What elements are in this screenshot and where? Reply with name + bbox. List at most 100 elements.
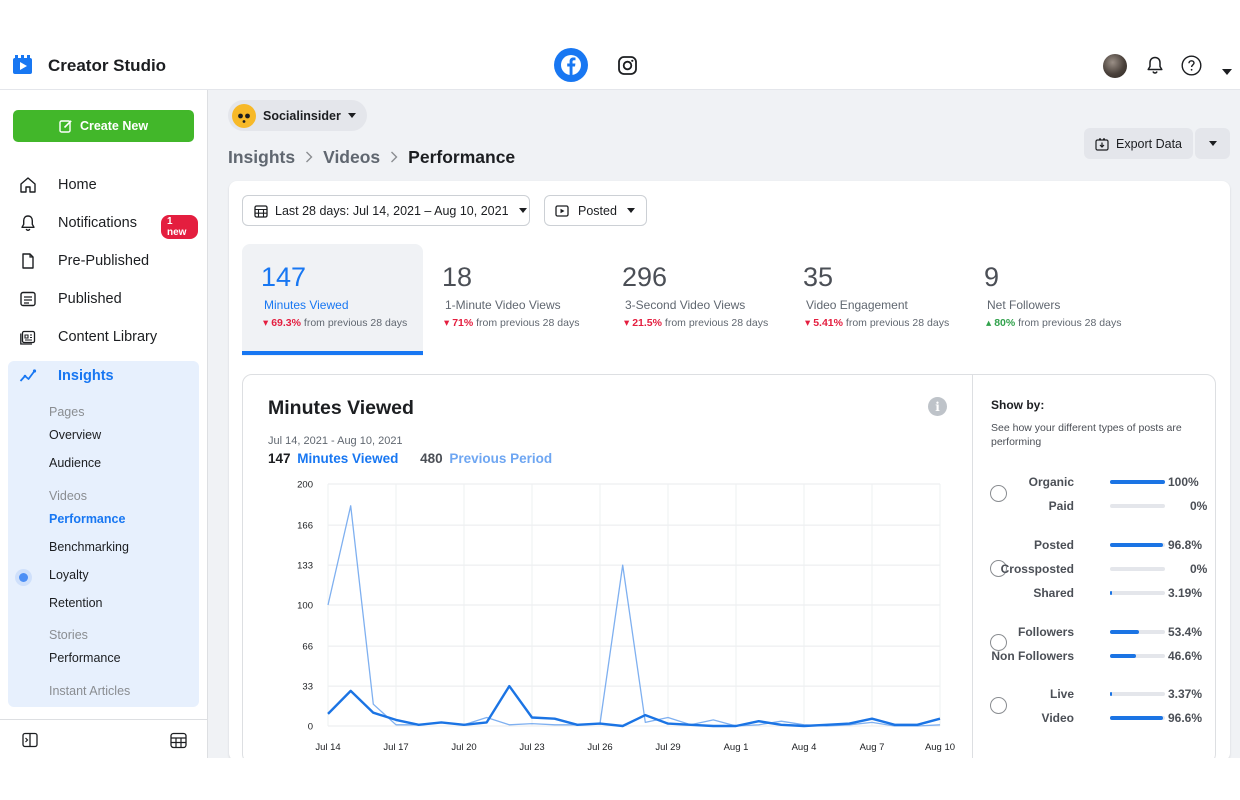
- show-by-radio-posted-crossposted-shared[interactable]: [990, 560, 1007, 577]
- show-by-radio-live-video[interactable]: [990, 697, 1007, 714]
- subnav-item-stories-performance[interactable]: Performance: [49, 651, 121, 665]
- metric-tab-3-second-video-views[interactable]: 296 3-Second Video Views ▾ 21.5% from pr…: [603, 244, 783, 356]
- page-selector[interactable]: Socialinsider: [228, 100, 367, 131]
- metric-value: 296: [622, 262, 668, 292]
- caret-down-icon[interactable]: [1222, 62, 1232, 80]
- show-by-row-pct: 3.19%: [1168, 586, 1203, 600]
- info-icon[interactable]: i: [928, 397, 947, 416]
- sidebar-item-label: Published: [58, 291, 122, 307]
- sidebar-item-label: Insights: [58, 368, 114, 384]
- metric-tab-minutes-viewed[interactable]: 147 Minutes Viewed ▾ 69.3% from previous…: [242, 244, 422, 356]
- subnav-item-overview[interactable]: Overview: [49, 428, 102, 442]
- app-title[interactable]: Creator Studio: [48, 56, 167, 75]
- show-by-bar-fill: [1110, 716, 1164, 720]
- metric-label: Minutes Viewed: [264, 298, 349, 312]
- x-tick-label: Aug 4: [792, 742, 817, 753]
- show-by-bar-fill: [1110, 692, 1112, 696]
- bell-icon: [18, 213, 38, 233]
- sidebar-divider: [0, 719, 207, 720]
- show-by-row-name: Shared: [1033, 586, 1074, 600]
- metric-tab-video-engagement[interactable]: 35 Video Engagement ▾ 5.41% from previou…: [784, 244, 964, 356]
- bottom-band: [0, 758, 1240, 800]
- show-by-row-pct: 96.8%: [1168, 538, 1203, 552]
- create-new-button[interactable]: Create New: [13, 110, 194, 142]
- sidebar-item-pre-published[interactable]: Pre-Published: [8, 243, 198, 279]
- x-tick-label: Aug 10: [925, 742, 955, 753]
- show-by-bar-track: [1110, 630, 1165, 634]
- notification-badge: 1 new: [161, 215, 198, 239]
- breadcrumb: Insights Videos Performance: [228, 146, 515, 168]
- home-icon: [18, 175, 38, 195]
- show-by-row-pct: 0%: [1190, 562, 1208, 576]
- sidebar-item-notifications[interactable]: Notifications 1 new: [8, 205, 198, 241]
- show-by-bar-fill: [1110, 591, 1112, 595]
- series-line-minutes-viewed: [327, 684, 941, 728]
- show-by-row-pct: 0%: [1190, 499, 1208, 513]
- export-icon: [1095, 137, 1109, 151]
- trend-down-icon: ▾: [444, 317, 450, 329]
- sidebar-item-insights[interactable]: Insights: [8, 358, 198, 394]
- show-by-row-name: Followers: [1017, 625, 1074, 639]
- subnav-group-pages: Pages: [49, 405, 85, 419]
- sidebar-item-label: Pre-Published: [58, 253, 150, 269]
- metric-tab-1-minute-video-views[interactable]: 18 1-Minute Video Views ▾ 71% from previ…: [423, 244, 603, 356]
- breadcrumb-videos[interactable]: Videos: [323, 146, 381, 167]
- insights-section: [8, 361, 199, 707]
- metric-change-suffix: from previous 28 days: [303, 317, 408, 329]
- date-range-filter[interactable]: Last 28 days: Jul 14, 2021 – Aug 10, 202…: [242, 195, 530, 226]
- post-state-filter[interactable]: Posted: [544, 195, 647, 226]
- show-by-row-name: Live: [1049, 687, 1074, 701]
- sidebar-item-content-library[interactable]: Content Library: [8, 319, 198, 355]
- metric-value: 9: [984, 262, 1000, 292]
- show-by-row-pct: 46.6%: [1168, 649, 1203, 663]
- show-by-bar-track: [1110, 591, 1165, 595]
- show-by-row: Shared 3.19%: [992, 586, 1212, 600]
- facebook-icon[interactable]: [554, 48, 588, 82]
- top-bar: Creator Studio: [0, 30, 1240, 90]
- subnav-item-audience[interactable]: Audience: [49, 456, 102, 470]
- instagram-icon[interactable]: [618, 56, 637, 75]
- series-line-previous-period: [327, 505, 941, 727]
- metric-change: ▾ 21.5% from previous 28 days: [624, 317, 768, 329]
- subnav-group-instant-articles[interactable]: Instant Articles: [49, 684, 131, 698]
- page-name: Socialinsider: [263, 108, 341, 123]
- metric-change: ▴ 80% from previous 28 days: [986, 317, 1121, 329]
- sidebar-item-home[interactable]: Home: [8, 167, 198, 203]
- metric-tab-net-followers[interactable]: 9 Net Followers ▴ 80% from previous 28 d…: [965, 244, 1145, 356]
- export-options-button[interactable]: [1195, 128, 1230, 159]
- date-range-label: Last 28 days: Jul 14, 2021 – Aug 10, 202…: [275, 203, 509, 218]
- x-tick-label: Jul 17: [383, 742, 408, 753]
- y-tick-label: 200: [297, 480, 313, 491]
- trend-down-icon: ▾: [263, 317, 269, 329]
- show-by-radio-followers[interactable]: [990, 634, 1007, 651]
- sidebar: Create New Home Notifications 1 new Pre-…: [0, 90, 208, 758]
- metric-value: 147: [261, 262, 307, 292]
- chart-panel: [242, 374, 1216, 764]
- x-tick-label: Jul 26: [587, 742, 612, 753]
- sidebar-item-published[interactable]: Published: [8, 281, 198, 317]
- grid-view-icon[interactable]: [170, 732, 187, 749]
- caret-down-icon: [347, 113, 356, 118]
- subnav-item-benchmarking[interactable]: Benchmarking: [49, 540, 129, 554]
- metric-change-suffix: from previous 28 days: [664, 317, 769, 329]
- show-by-row-name: Crossposted: [1000, 562, 1074, 576]
- x-tick-label: Jul 14: [315, 742, 340, 753]
- collapse-sidebar-icon[interactable]: [22, 732, 38, 748]
- show-by-row: Video 96.6%: [992, 711, 1212, 725]
- post-state-label: Posted: [578, 203, 617, 218]
- export-data-button[interactable]: Export Data: [1084, 128, 1193, 159]
- show-by-radio-organic-paid[interactable]: [990, 485, 1007, 502]
- avatar[interactable]: [1103, 54, 1127, 78]
- show-by-row-name: Organic: [1028, 475, 1074, 489]
- subnav-item-performance[interactable]: Performance: [49, 512, 126, 526]
- breadcrumb-insights[interactable]: Insights: [228, 146, 296, 167]
- export-label: Export Data: [1116, 136, 1183, 151]
- subnav-item-retention[interactable]: Retention: [49, 596, 103, 610]
- help-icon[interactable]: [1181, 55, 1202, 76]
- show-by-bar-fill: [1110, 480, 1165, 484]
- bell-icon[interactable]: [1145, 55, 1165, 75]
- show-by-bar-fill: [1110, 630, 1140, 634]
- subnav-group-videos: Videos: [49, 489, 87, 503]
- show-by-bar-fill: [1110, 543, 1164, 547]
- subnav-item-loyalty[interactable]: Loyalty: [49, 568, 89, 582]
